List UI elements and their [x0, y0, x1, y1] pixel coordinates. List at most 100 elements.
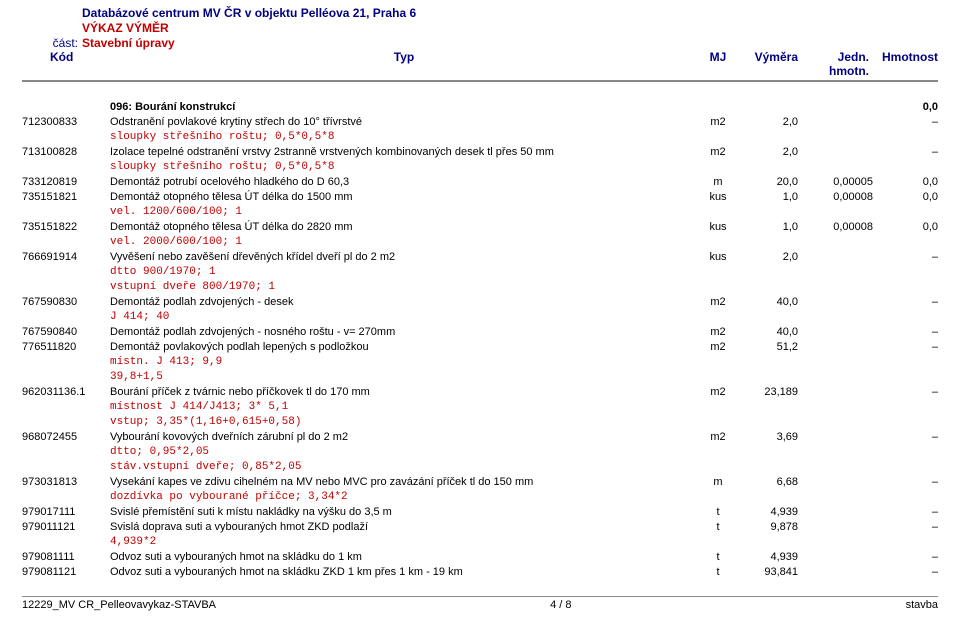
cell-jedn-hmotn: 0,00005 [798, 175, 873, 190]
cell-annotation: vel. 1200/600/100; 1 [110, 205, 698, 220]
cell-mj [698, 400, 738, 415]
item-row: 767590840Demontáž podlah zdvojených - no… [22, 325, 938, 340]
cell-kod [22, 535, 110, 550]
cell-annotation: vstup; 3,35*(1,16+0,615+0,58) [110, 415, 698, 430]
cell-vymera: 3,69 [738, 430, 798, 445]
cell-typ: Demontáž potrubí ocelového hladkého do D… [110, 175, 698, 190]
cell-kod: 973031813 [22, 475, 110, 490]
cell-vymera [738, 265, 798, 280]
cell-hmotnost: – [873, 550, 938, 565]
cell-vymera [738, 415, 798, 430]
annotation-row: stáv.vstupní dveře; 0,85*2,05 [22, 460, 938, 475]
cell-jedn-hmotn [798, 325, 873, 340]
cell-hmotnost: – [873, 325, 938, 340]
cell-jedn-hmotn [798, 460, 873, 475]
cell-jedn-hmotn [798, 385, 873, 400]
cell-jedn-hmotn [798, 265, 873, 280]
cell-jedn-hmotn [798, 520, 873, 535]
cell-kod: 979081121 [22, 565, 110, 580]
cell-mj: m [698, 175, 738, 190]
cell-annotation: vel. 2000/600/100; 1 [110, 235, 698, 250]
item-row: 979017111Svislé přemístění suti k místu … [22, 505, 938, 520]
cell-mj: m2 [698, 340, 738, 355]
section-row: 096: Bourání konstrukcí 0,0 [22, 100, 938, 115]
cell-mj [698, 490, 738, 505]
cell-typ: Odstranění povlakové krytiny střech do 1… [110, 115, 698, 130]
cell-kod [22, 280, 110, 295]
cell-hmotnost [873, 265, 938, 280]
cell-jedn-hmotn [798, 445, 873, 460]
cell-hmotnost: – [873, 250, 938, 265]
cell-annotation: stáv.vstupní dveře; 0,85*2,05 [110, 460, 698, 475]
cell-vymera: 1,0 [738, 220, 798, 235]
annotation-row: dozdívka po vybourané příčce; 3,34*2 [22, 490, 938, 505]
cell-typ: Bourání příček z tvárnic nebo příčkovek … [110, 385, 698, 400]
page-footer: 12229_MV CR_Pelleovavykaz-STAVBA 4 / 8 s… [22, 596, 938, 611]
cell-mj: kus [698, 250, 738, 265]
cell-mj [698, 130, 738, 145]
cell-vymera [738, 400, 798, 415]
item-row: 766691914Vyvěšení nebo zavěšení dřevěnýc… [22, 250, 938, 265]
cell-kod [22, 355, 110, 370]
cell-typ: Demontáž podlah zdvojených - nosného roš… [110, 325, 698, 340]
cell-hmotnost: – [873, 145, 938, 160]
cell-kod [22, 235, 110, 250]
cell-hmotnost [873, 130, 938, 145]
cell-kod [22, 490, 110, 505]
header-project: Databázové centrum MV ČR v objektu Pellé… [82, 6, 938, 20]
annotation-row: vel. 2000/600/100; 1 [22, 235, 938, 250]
cell-kod [22, 445, 110, 460]
cell-jedn-hmotn [798, 565, 873, 580]
cell-jedn-hmotn [798, 535, 873, 550]
cell-vymera [738, 160, 798, 175]
cell-typ: Vysekání kapes ve zdivu cihelném na MV n… [110, 475, 698, 490]
cell-hmotnost: – [873, 505, 938, 520]
cell-kod: 979017111 [22, 505, 110, 520]
item-row: 968072455Vybourání kovových dveřních zár… [22, 430, 938, 445]
cell-typ: Odvoz suti a vybouraných hmot na skládku… [110, 565, 698, 580]
cell-kod [22, 205, 110, 220]
item-row: 962031136.1Bourání příček z tvárnic nebo… [22, 385, 938, 400]
cell-vymera [738, 310, 798, 325]
cell-annotation: místnost J 414/J413; 3* 5,1 [110, 400, 698, 415]
item-row: 735151821Demontáž otopného tělesa ÚT dél… [22, 190, 938, 205]
cell-kod [22, 370, 110, 385]
cell-jedn-hmotn [798, 505, 873, 520]
cell-kod: 733120819 [22, 175, 110, 190]
header-part-row: část: Stavební úpravy [22, 36, 938, 50]
report-header: Databázové centrum MV ČR v objektu Pellé… [22, 6, 938, 82]
annotation-row: vel. 1200/600/100; 1 [22, 205, 938, 220]
cell-jedn-hmotn: 0,00008 [798, 190, 873, 205]
item-row: 973031813Vysekání kapes ve zdivu cihelné… [22, 475, 938, 490]
cell-jedn-hmotn [798, 415, 873, 430]
cell-vymera: 2,0 [738, 250, 798, 265]
cell-kod: 979081111 [22, 550, 110, 565]
cell-jedn-hmotn [798, 295, 873, 310]
footer-page-number: 4 / 8 [550, 599, 571, 611]
cell-hmotnost: – [873, 295, 938, 310]
cell-hmotnost: – [873, 475, 938, 490]
cell-hmotnost [873, 400, 938, 415]
item-row: 733120819Demontáž potrubí ocelového hlad… [22, 175, 938, 190]
cell-kod [22, 130, 110, 145]
cell-hmotnost: – [873, 385, 938, 400]
cell-annotation: dozdívka po vybourané příčce; 3,34*2 [110, 490, 698, 505]
cell-annotation: 39,8+1,5 [110, 370, 698, 385]
cell-hmotnost: – [873, 430, 938, 445]
annotation-row: J 414; 40 [22, 310, 938, 325]
cell-kod: 735151822 [22, 220, 110, 235]
col-typ: Typ [110, 50, 698, 78]
cell-typ: Demontáž otopného tělesa ÚT délka do 150… [110, 190, 698, 205]
cell-typ: Demontáž povlakových podlah lepených s p… [110, 340, 698, 355]
cell-jedn-hmotn [798, 145, 873, 160]
cell-hmotnost [873, 205, 938, 220]
col-mj: MJ [698, 50, 738, 78]
cell-jedn-hmotn [798, 355, 873, 370]
footer-left: 12229_MV CR_Pelleovavykaz-STAVBA [22, 599, 216, 611]
cell-jedn-hmotn [798, 250, 873, 265]
cell-kod: 962031136.1 [22, 385, 110, 400]
cell-annotation: vstupní dveře 800/1970; 1 [110, 280, 698, 295]
column-header-row: Kód Typ MJ Výměra Jedn. hmotn. Hmotnost [22, 50, 938, 82]
cell-vymera: 2,0 [738, 145, 798, 160]
cell-mj [698, 460, 738, 475]
